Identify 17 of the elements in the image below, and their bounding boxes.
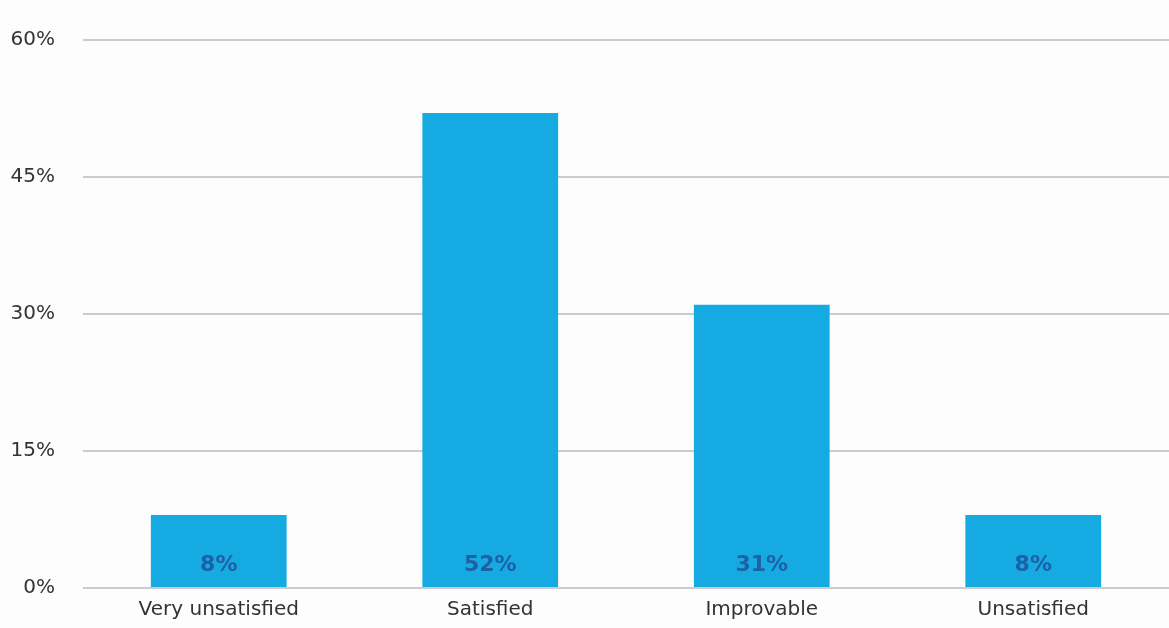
x-tick-label: Unsatisfied <box>977 596 1089 621</box>
x-tick-label: Improvable <box>705 596 819 621</box>
data-label: 52% <box>463 550 517 576</box>
x-tick-label: Satisfied <box>447 596 534 621</box>
y-tick-label: 45% <box>10 163 55 188</box>
bar <box>693 304 830 587</box>
bar <box>150 514 287 587</box>
y-tick-label: 0% <box>23 574 55 599</box>
data-label: 8% <box>200 550 238 576</box>
y-tick-label: 15% <box>10 437 55 462</box>
bar <box>422 113 559 587</box>
data-label: 8% <box>1014 550 1052 576</box>
bar <box>965 514 1102 587</box>
y-tick-label: 60% <box>10 26 55 51</box>
data-label: 31% <box>735 550 789 576</box>
y-tick-label: 30% <box>10 300 55 325</box>
x-tick-label: Very unsatisfied <box>138 596 299 621</box>
